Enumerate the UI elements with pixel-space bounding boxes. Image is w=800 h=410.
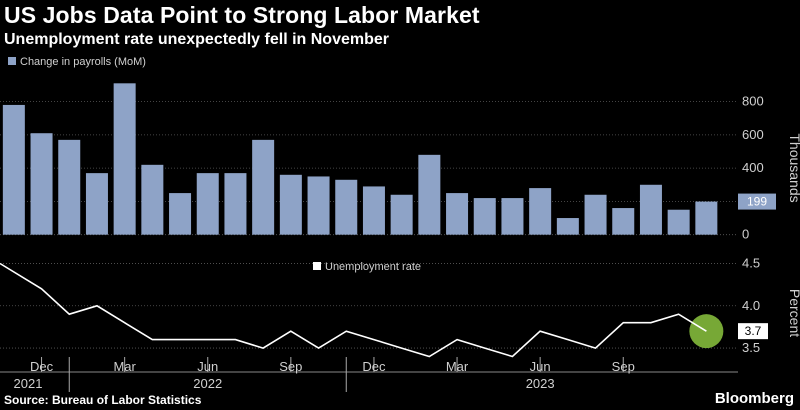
unemployment-last-value-box (738, 323, 768, 340)
payroll-bar (113, 83, 136, 235)
unemployment-last-value: 3.7 (745, 324, 762, 338)
payroll-bar (196, 173, 219, 235)
payroll-bar (2, 104, 25, 235)
unemployment-y-axis-title: Percent (787, 289, 800, 337)
payroll-bar (279, 174, 302, 235)
payrolls-last-value-badge: 199 (738, 193, 776, 210)
x-tick-label: Mar (113, 359, 136, 374)
unemployment-legend-swatch (313, 262, 321, 270)
payrolls-bars (2, 83, 718, 235)
payroll-bar (639, 184, 662, 235)
payroll-bar (224, 173, 247, 235)
payroll-bar (612, 208, 635, 235)
payroll-bar (529, 188, 552, 235)
payroll-bar (473, 198, 496, 235)
payroll-bar (556, 218, 579, 235)
unemployment-gridlines (0, 263, 738, 349)
x-tick-label: Dec (30, 359, 54, 374)
payrolls-y-tick-label: 0 (742, 227, 749, 242)
source-note: Source: Bureau of Labor Statistics (4, 393, 202, 407)
x-year-label: 2022 (193, 376, 222, 391)
x-year-label: 2023 (526, 376, 555, 391)
payroll-bar (307, 176, 330, 235)
x-year-label: 2021 (14, 376, 43, 391)
payrolls-legend-swatch (8, 57, 16, 65)
payroll-bar (390, 194, 413, 235)
payrolls-y-axis-title: Thousands (787, 133, 800, 202)
payrolls-y-tick-label: 400 (742, 160, 764, 175)
payrolls-y-tick-label: 600 (742, 127, 764, 142)
unemployment-y-axis: 3.5 4.0 4.5 (742, 255, 760, 355)
payroll-bar (252, 139, 275, 235)
payrolls-last-value: 199 (747, 195, 767, 209)
x-tick-label: Dec (362, 359, 386, 374)
payrolls-y-tick-label: 800 (742, 94, 764, 109)
payroll-bar (695, 201, 718, 235)
x-axis: Dec Mar Jun Sep Dec Mar Jun Sep 2021 2022 2023 (0, 357, 738, 392)
x-tick-label: Jun (197, 359, 218, 374)
payroll-bar (30, 133, 53, 235)
bloomberg-logo: Bloomberg (714, 390, 794, 407)
unemployment-y-tick-label: 4.0 (742, 298, 760, 313)
unemployment-panel: Unemployment rate 3.5 4.0 4.5 Percent 3.7 (0, 255, 800, 358)
x-tick-label: Jun (530, 359, 551, 374)
payroll-bar (362, 186, 385, 235)
x-tick-label: Sep (279, 359, 302, 374)
payrolls-legend-label: Change in payrolls (MoM) (20, 56, 146, 68)
payroll-bar (418, 154, 441, 235)
payroll-bar (85, 173, 108, 235)
payrolls-panel: 0200400600800 Change in payrolls (MoM) T… (0, 56, 800, 242)
payrolls-last-value-box (738, 193, 776, 210)
unemployment-y-tick-label: 4.5 (742, 255, 760, 270)
unemployment-y-tick-label: 3.5 (742, 340, 760, 355)
unemployment-rate-line (0, 262, 707, 358)
x-tick-label: Mar (446, 359, 469, 374)
payroll-bar (501, 198, 524, 235)
chart-subtitle: Unemployment rate unexpectedly fell in N… (4, 31, 389, 48)
payrolls-y-axis: 0200400600800 (742, 94, 764, 242)
payroll-bar (169, 193, 192, 235)
payroll-bar (141, 164, 164, 235)
payroll-bar (446, 193, 469, 235)
chart-title: US Jobs Data Point to Strong Labor Marke… (4, 2, 480, 28)
payroll-bar (335, 179, 358, 235)
x-tick-label: Sep (612, 359, 635, 374)
payroll-bar (584, 194, 607, 235)
payroll-bar (58, 139, 81, 235)
unemployment-last-value-badge: 3.7 (738, 323, 768, 340)
unemployment-legend-label: Unemployment rate (325, 261, 421, 273)
payroll-bar (667, 209, 690, 235)
